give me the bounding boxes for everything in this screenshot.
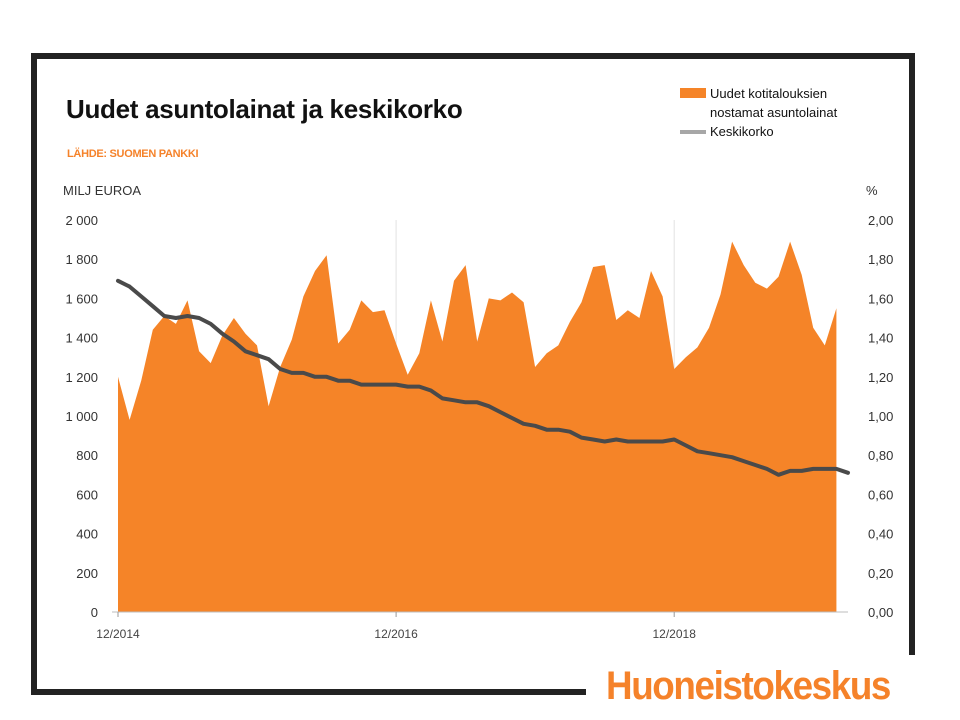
legend-item-line: Keskikorko [680, 122, 870, 141]
area-series-new-loans [118, 241, 837, 612]
right-axis-tick-label: 2,00 [868, 213, 893, 228]
x-tick-label: 12/2018 [652, 627, 696, 641]
right-axis-unit: % [866, 183, 878, 198]
plot-area: 12/2014 12/2016 12/2018 2 000 1 800 1 600 1 40… [65, 213, 893, 641]
right-axis-tick-label: 1,00 [868, 409, 893, 424]
right-axis-tick-label: 0,00 [868, 605, 893, 620]
brand-backdrop [586, 655, 916, 703]
brand-logo: Huoneistokeskus [606, 664, 891, 708]
left-axis-tick-label: 600 [76, 487, 98, 502]
left-axis-tick-label: 1 600 [65, 291, 98, 306]
right-axis-tick-label: 1,60 [868, 291, 893, 306]
legend-label-line: Keskikorko [710, 124, 774, 139]
left-axis-tick-label: 1 400 [65, 331, 98, 346]
line-series-average-rate [116, 278, 850, 477]
legend-label-area: Uudet kotitalouksien nostamat asuntolain… [710, 86, 838, 120]
left-axis-tick-label: 1 200 [65, 370, 98, 385]
x-tick-label: 12/2016 [374, 627, 418, 641]
x-tick-label: 12/2014 [96, 627, 140, 641]
legend-swatch-line [680, 130, 706, 134]
legend-item-area: Uudet kotitalouksien nostamat asuntolain… [680, 84, 870, 122]
left-axis-tick-label: 400 [76, 527, 98, 542]
right-axis-tick-label: 0,80 [868, 448, 893, 463]
right-axis-tick-label: 0,60 [868, 487, 893, 502]
chart-title: Uudet asuntolainat ja keskikorko [66, 94, 463, 124]
right-axis-tick-label: 1,80 [868, 252, 893, 267]
right-axis-tick-label: 0,40 [868, 527, 893, 542]
right-axis-tick-label: 1,40 [868, 331, 893, 346]
right-axis-tick-label: 0,20 [868, 566, 893, 581]
legend-swatch-area [680, 88, 706, 98]
chart-source: LÄHDE: SUOMEN PANKKI [67, 148, 199, 160]
left-axis-tick-label: 0 [91, 605, 98, 620]
left-axis-unit: MILJ EUROA [63, 183, 142, 198]
right-axis-tick-label: 1,20 [868, 370, 893, 385]
left-axis-tick-label: 1 800 [65, 252, 98, 267]
frame-border [31, 53, 915, 695]
legend: Uudet kotitalouksien nostamat asuntolain… [680, 84, 870, 141]
left-axis-tick-label: 800 [76, 448, 98, 463]
left-axis-tick-label: 1 000 [65, 409, 98, 424]
left-axis-tick-label: 200 [76, 566, 98, 581]
left-axis-tick-label: 2 000 [65, 213, 98, 228]
